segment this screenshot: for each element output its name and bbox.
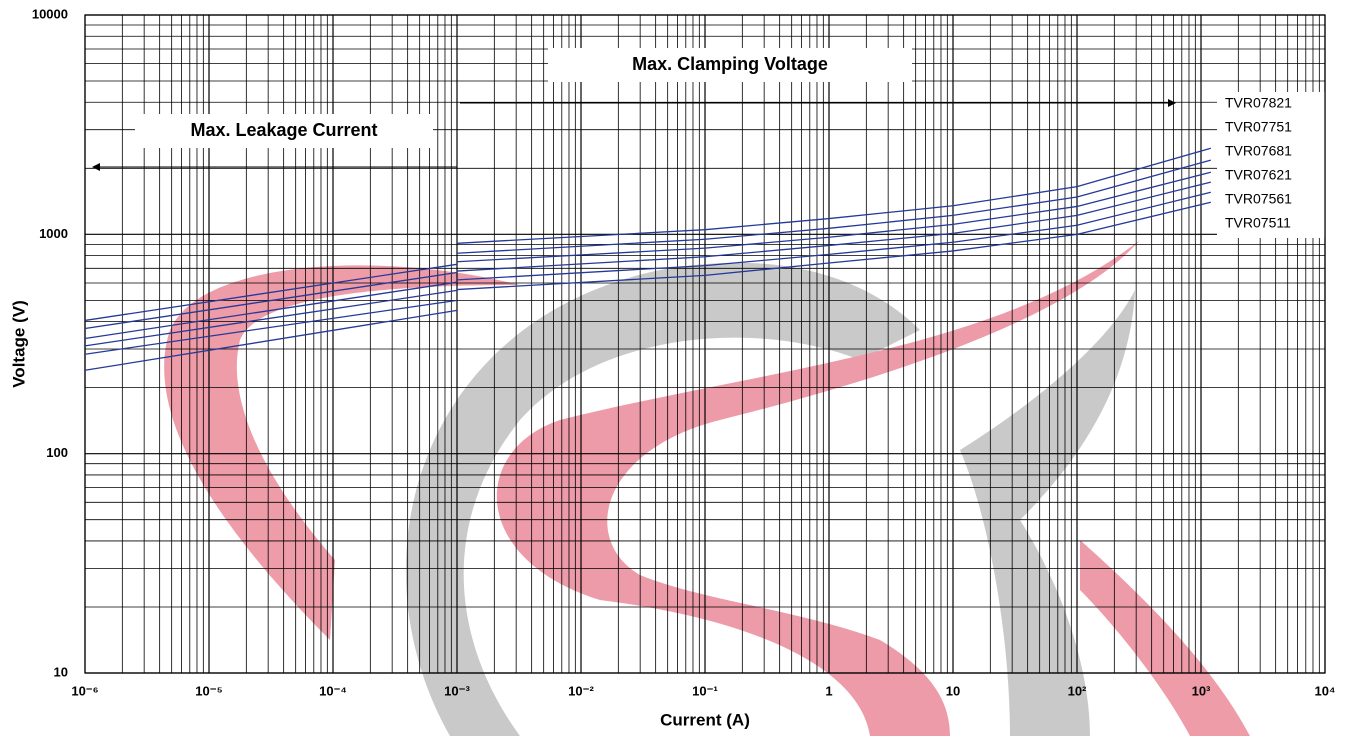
series-label: TVR07621: [1225, 167, 1292, 183]
series-line: [84, 181, 1211, 347]
x-axis-label: Current (A): [660, 710, 750, 729]
x-tick-label: 10⁻⁴: [319, 683, 347, 698]
x-tick-label: 10²: [1068, 683, 1087, 698]
series-line: [84, 201, 1211, 371]
x-tick-label: 10⁻⁶: [71, 683, 98, 698]
x-tick-label: 10⁻²: [568, 683, 594, 698]
y-tick-label: 10: [54, 664, 68, 679]
series-line: [84, 147, 1211, 322]
series-line: [84, 171, 1211, 340]
arrow-head: [1168, 99, 1176, 107]
series-group: [84, 147, 1211, 371]
y-axis-label: Voltage (V): [9, 300, 28, 388]
label-backdrop: [1217, 92, 1325, 238]
plot-frame: [84, 14, 1326, 674]
series-label: TVR07751: [1225, 119, 1292, 135]
x-tick-label: 10⁻³: [444, 683, 470, 698]
x-tick-label: 10³: [1192, 683, 1211, 698]
x-tick-label: 10: [946, 683, 960, 698]
series-line: [84, 191, 1211, 355]
y-tick-label: 1000: [39, 226, 68, 241]
y-tick-label: 100: [46, 445, 68, 460]
arrow-head: [92, 163, 100, 171]
x-tick-label: 10⁻¹: [692, 683, 718, 698]
grid: [84, 14, 1326, 674]
annotation: Max. Leakage Current: [190, 120, 377, 140]
watermark: [164, 240, 1250, 736]
x-tick-label: 10⁴: [1315, 683, 1336, 698]
series-line: [84, 159, 1211, 330]
x-tick-label: 1: [825, 683, 832, 698]
series-label: TVR07821: [1225, 95, 1292, 111]
series-label: TVR07511: [1225, 215, 1291, 231]
annotation-box: [548, 48, 912, 82]
series-label: TVR07561: [1225, 191, 1292, 207]
y-tick-label: 10000: [32, 6, 68, 21]
x-tick-label: 10⁻⁵: [195, 683, 222, 698]
annotation-box: [135, 114, 433, 148]
series-label: TVR07681: [1225, 143, 1292, 159]
annotation: Max. Clamping Voltage: [632, 54, 828, 74]
